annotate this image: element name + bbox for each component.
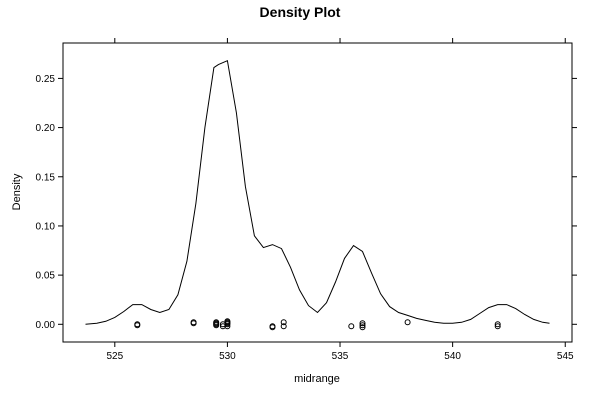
y-axis-ticks: 0.00 0.05 0.10 0.15 0.20 0.25 bbox=[36, 74, 577, 331]
rug-point bbox=[280, 319, 287, 326]
y-tick-label: 0.00 bbox=[36, 320, 56, 331]
rug-point bbox=[224, 318, 231, 325]
rug-point bbox=[134, 322, 141, 329]
rug-point bbox=[359, 322, 366, 329]
rug-point bbox=[359, 320, 366, 327]
rug-point bbox=[190, 319, 197, 326]
rug-point bbox=[494, 321, 501, 328]
x-tick-label: 540 bbox=[444, 351, 461, 362]
rug-point bbox=[269, 324, 276, 331]
y-tick-label: 0.05 bbox=[36, 271, 56, 282]
rug-point bbox=[213, 319, 220, 326]
y-axis-label: Density bbox=[11, 173, 23, 210]
y-tick-label: 0.25 bbox=[36, 74, 56, 85]
rug-point bbox=[280, 323, 287, 330]
x-tick-label: 525 bbox=[106, 351, 123, 362]
rug-points bbox=[134, 318, 501, 331]
y-tick-label: 0.10 bbox=[36, 221, 56, 232]
x-tick-label: 530 bbox=[219, 351, 236, 362]
x-tick-label: 545 bbox=[557, 351, 574, 362]
rug-point bbox=[348, 323, 355, 330]
x-axis-label: midrange bbox=[294, 373, 340, 385]
rug-point bbox=[494, 323, 501, 330]
rug-point bbox=[404, 319, 411, 326]
x-axis-ticks: 525 530 535 540 545 bbox=[106, 38, 574, 362]
plot-frame bbox=[62, 42, 573, 343]
y-tick-label: 0.15 bbox=[36, 172, 56, 183]
x-tick-label: 535 bbox=[332, 351, 349, 362]
rug-point bbox=[359, 324, 366, 331]
density-curve bbox=[85, 59, 550, 325]
y-tick-label: 0.20 bbox=[36, 123, 56, 134]
chart-title: Density Plot bbox=[260, 4, 341, 20]
